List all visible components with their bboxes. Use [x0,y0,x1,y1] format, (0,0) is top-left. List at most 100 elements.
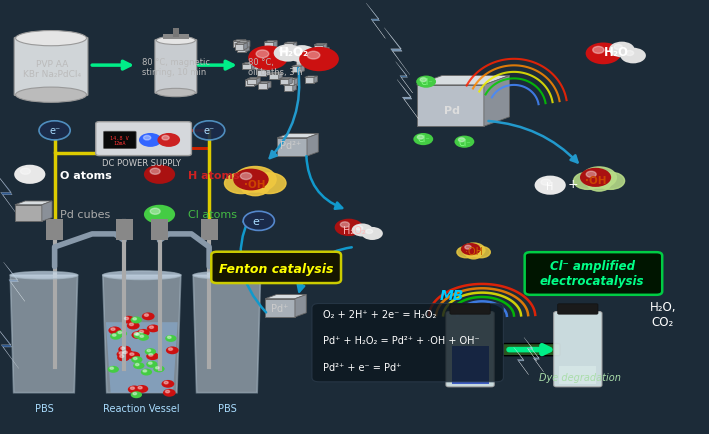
Polygon shape [246,46,250,53]
Polygon shape [295,295,306,317]
Bar [163,35,189,40]
Circle shape [123,351,128,354]
Circle shape [113,334,116,336]
Circle shape [461,243,481,256]
Circle shape [609,43,635,58]
Polygon shape [267,82,271,89]
Circle shape [352,224,373,237]
Polygon shape [257,78,260,85]
Polygon shape [289,78,292,85]
Circle shape [459,138,465,142]
FancyBboxPatch shape [554,312,602,387]
Polygon shape [259,63,268,69]
Polygon shape [233,42,242,48]
Circle shape [150,326,153,329]
Text: Pd⁺ + H₂O₂ = Pd²⁺ + ·OH + OH⁻: Pd⁺ + H₂O₂ = Pd²⁺ + ·OH + OH⁻ [323,336,479,345]
Polygon shape [237,47,246,53]
Polygon shape [15,201,52,205]
Circle shape [240,173,252,180]
Text: +: + [568,178,578,191]
Polygon shape [524,338,537,361]
Polygon shape [277,138,307,157]
Polygon shape [317,51,326,57]
Circle shape [39,122,70,141]
Polygon shape [316,50,325,56]
Text: Cl atoms: Cl atoms [188,210,237,220]
Text: Reaction Vessel: Reaction Vessel [104,403,180,413]
Polygon shape [314,77,318,84]
Circle shape [144,205,175,224]
Circle shape [140,331,143,333]
Circle shape [165,335,177,342]
Bar [559,366,596,384]
Text: H₂O,
CO₂: H₂O, CO₂ [649,301,676,329]
Polygon shape [307,134,318,157]
Circle shape [125,317,128,320]
Circle shape [299,48,339,72]
Circle shape [164,381,168,384]
Circle shape [130,323,133,326]
Polygon shape [252,63,255,70]
Polygon shape [249,62,262,64]
Polygon shape [285,79,298,80]
Polygon shape [10,276,77,393]
Polygon shape [15,205,42,222]
Circle shape [145,314,148,316]
Circle shape [167,336,171,339]
Text: ·OH: ·OH [245,180,266,189]
Polygon shape [269,74,279,80]
Text: O atoms: O atoms [60,171,112,181]
FancyBboxPatch shape [503,344,560,356]
Polygon shape [274,42,277,49]
Polygon shape [272,49,284,51]
Polygon shape [245,81,255,86]
Polygon shape [294,43,297,50]
Text: Pd²⁺: Pd²⁺ [280,141,301,150]
Circle shape [157,134,180,148]
Polygon shape [417,85,484,127]
Polygon shape [301,66,304,73]
Circle shape [148,362,152,365]
Circle shape [153,365,164,372]
Text: H₂O₂: H₂O₂ [279,46,309,59]
Circle shape [119,352,123,355]
Text: e⁻: e⁻ [252,217,265,226]
Text: ·OH: ·OH [585,175,606,185]
Circle shape [541,180,551,186]
FancyBboxPatch shape [525,253,662,295]
Polygon shape [326,50,330,57]
Circle shape [252,174,286,194]
Circle shape [466,250,481,259]
Circle shape [248,46,288,71]
Circle shape [165,391,169,393]
Circle shape [588,178,610,192]
Polygon shape [305,78,314,84]
Circle shape [146,361,157,368]
Polygon shape [235,44,247,45]
Circle shape [131,332,144,339]
Bar [452,347,489,384]
Polygon shape [296,60,305,66]
Polygon shape [417,76,510,85]
Bar [46,219,63,241]
Polygon shape [294,80,298,87]
Polygon shape [264,43,274,49]
Text: MB: MB [440,288,464,302]
Polygon shape [258,62,262,69]
Polygon shape [106,322,178,393]
Polygon shape [264,42,277,43]
Polygon shape [325,49,329,56]
Polygon shape [279,73,282,80]
Text: PBS: PBS [35,403,53,413]
Circle shape [133,332,145,339]
Circle shape [465,246,471,250]
Circle shape [149,354,153,356]
Text: 80 °C,
oil baths, 3 h: 80 °C, oil baths, 3 h [248,58,303,77]
Polygon shape [242,63,255,65]
Polygon shape [238,42,250,43]
Circle shape [134,333,138,335]
Circle shape [128,385,140,393]
Polygon shape [267,62,271,69]
Polygon shape [281,49,284,56]
Text: Pd: Pd [445,106,460,115]
